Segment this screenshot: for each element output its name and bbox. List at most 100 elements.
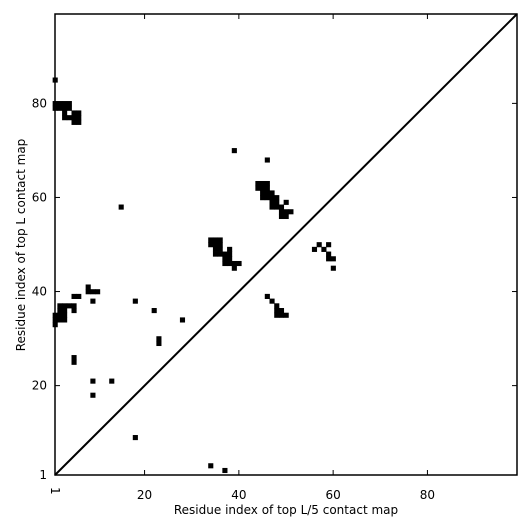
contact-cell <box>76 110 82 116</box>
contact-cell <box>156 336 162 342</box>
x-axis-title: Residue index of top L/5 contact map <box>174 503 398 517</box>
contact-cell <box>62 101 68 107</box>
contact-cell <box>71 308 77 314</box>
y-axis-title: Residue index of top L contact map <box>14 139 28 352</box>
contact-cell <box>278 213 285 220</box>
contact-cell <box>222 256 228 262</box>
y-tick-label: 60 <box>32 190 47 204</box>
contact-cell <box>62 303 68 309</box>
x-tick-label: 1 <box>48 487 62 495</box>
contact-cell <box>274 308 280 314</box>
contact-cell <box>321 246 327 252</box>
y-tick-label: 80 <box>32 96 47 110</box>
contact-cell <box>269 298 275 304</box>
contact-cell <box>212 251 219 257</box>
contact-cell <box>208 463 214 469</box>
contact-cell <box>57 105 63 111</box>
contact-cell <box>326 242 332 248</box>
contact-cell <box>57 317 63 323</box>
x-tick-label: 80 <box>420 488 435 502</box>
contact-cell <box>208 242 214 248</box>
contact-cell <box>255 180 261 187</box>
contact-cell <box>330 265 336 271</box>
y-axis: 1 20 40 60 80 <box>32 96 517 482</box>
contact-cell <box>264 195 270 201</box>
contact-cell <box>264 157 270 163</box>
contact-cells <box>52 77 336 474</box>
contact-cell <box>274 204 280 210</box>
contact-cell <box>288 209 294 215</box>
contact-cell <box>62 115 68 121</box>
contact-cell <box>269 190 275 196</box>
contact-cell <box>264 190 270 196</box>
contact-cell <box>212 242 219 248</box>
contact-cell <box>90 298 96 304</box>
contact-cell <box>90 289 96 295</box>
contact-cell <box>71 303 77 309</box>
contact-cell <box>208 237 214 243</box>
contact-cell <box>326 256 332 262</box>
contact-cell <box>132 435 138 441</box>
contact-cell <box>76 119 82 125</box>
contact-cell <box>95 289 101 295</box>
contact-cell <box>255 185 261 191</box>
contact-cell <box>66 303 72 309</box>
contact-cell <box>212 246 219 252</box>
contact-cell <box>227 246 233 252</box>
contact-cell <box>62 105 68 111</box>
contact-cell <box>71 115 77 121</box>
x-tick-label: 40 <box>231 488 246 502</box>
contact-cell <box>62 308 68 314</box>
contact-cell <box>278 204 285 210</box>
contact-cell <box>76 115 82 121</box>
contact-cell <box>264 180 270 187</box>
contact-cell <box>71 110 77 116</box>
contact-cell <box>260 190 266 196</box>
contact-cell <box>264 293 270 299</box>
contact-cell <box>231 260 237 267</box>
contact-cell <box>90 392 96 398</box>
contact-cell <box>260 195 266 201</box>
contact-cell <box>71 359 77 365</box>
contact-cell <box>222 251 228 257</box>
contact-cell <box>274 199 280 205</box>
contact-cell <box>212 237 219 243</box>
contact-cell <box>71 119 77 125</box>
contact-cell <box>236 260 242 267</box>
contact-cell <box>231 265 237 271</box>
contact-cell <box>62 317 68 323</box>
contact-cell <box>66 101 72 107</box>
y-tick-label: 1 <box>39 468 47 482</box>
contact-cell <box>85 284 91 290</box>
contact-cell <box>227 260 233 267</box>
contact-cell <box>260 180 266 187</box>
contact-cell <box>85 289 91 295</box>
contact-cell <box>269 199 275 205</box>
x-tick-label: 60 <box>326 488 341 502</box>
contact-cell <box>283 209 289 215</box>
contact-cell <box>283 213 289 220</box>
contact-cell <box>217 251 223 257</box>
x-tick-label: 20 <box>137 488 152 502</box>
contact-cell <box>217 246 223 252</box>
contact-cell <box>76 293 82 299</box>
contact-cell <box>222 467 228 474</box>
contact-cell <box>274 303 280 309</box>
contact-cell <box>278 308 285 314</box>
contact-cell <box>66 115 72 121</box>
contact-cell <box>326 251 332 257</box>
contact-cell <box>278 209 285 215</box>
contact-cell <box>274 312 280 318</box>
contact-cell <box>151 308 157 314</box>
x-axis: 1 20 40 60 80 <box>48 14 435 502</box>
contact-cell <box>109 378 115 384</box>
y-tick-label: 40 <box>32 285 47 299</box>
contact-cell <box>57 303 63 309</box>
contact-cell <box>227 256 233 262</box>
contact-cell <box>274 195 280 201</box>
contact-cell <box>62 110 68 116</box>
contact-cell <box>57 312 63 318</box>
contact-cell <box>90 378 96 384</box>
contact-cell <box>71 355 77 361</box>
contact-cell <box>278 312 285 318</box>
